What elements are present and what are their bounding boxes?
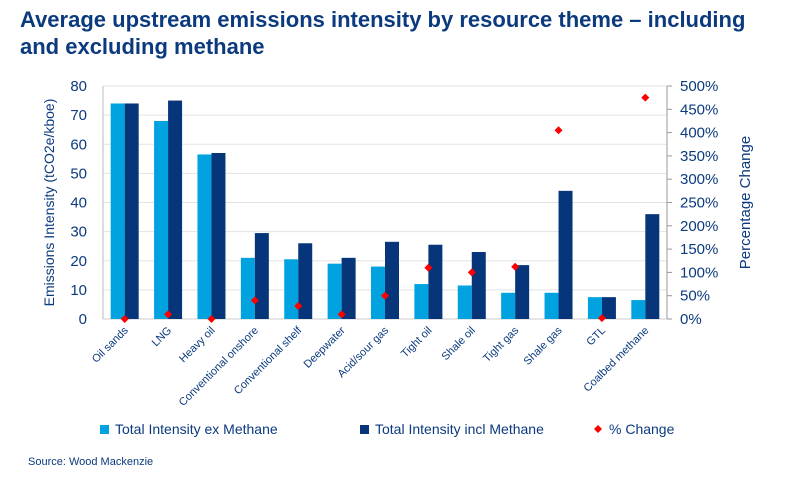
- y-tick-label: 80: [70, 78, 87, 95]
- y-tick-label: 20: [70, 253, 87, 270]
- bar-incl-methane: [558, 190, 573, 319]
- bar-ex-methane: [197, 154, 212, 319]
- bar-ex-methane: [154, 120, 169, 319]
- x-tick-label: Tight oil: [399, 325, 434, 360]
- x-tick-label: Heavy oil: [177, 325, 217, 365]
- x-tick-label: GTL: [584, 325, 608, 349]
- bar-ex-methane: [327, 263, 342, 319]
- y2-tick-label: 100%: [680, 264, 718, 281]
- y-tick-label: 10: [70, 282, 87, 299]
- bar-ex-methane: [371, 266, 385, 319]
- bar-incl-methane: [124, 103, 139, 319]
- y2-tick-label: 500%: [680, 78, 718, 95]
- x-tick-label: Oil sands: [90, 324, 131, 365]
- x-tick-label: Conventional onshore: [177, 325, 261, 409]
- y-tick-label: 50: [70, 165, 87, 182]
- bar-incl-methane: [428, 244, 443, 319]
- pct-change-point: [207, 315, 216, 323]
- y-tick-label: 40: [70, 195, 87, 212]
- legend-label: Total Intensity ex Methane: [115, 421, 278, 437]
- y2-tick-label: 200%: [680, 218, 718, 235]
- bar-ex-methane: [631, 300, 646, 319]
- source-note: Source: Wood Mackenzie: [28, 456, 154, 468]
- y-axis-title: Emissions Intensity (tCO2e/kboe): [41, 99, 57, 307]
- y2-tick-label: 300%: [680, 171, 718, 188]
- bar-ex-methane: [587, 297, 602, 319]
- pct-change-point: [337, 310, 346, 319]
- x-tick-label: Shale oil: [440, 325, 478, 363]
- chart-title: Average upstream emissions intensity by …: [20, 7, 746, 59]
- pct-change-point: [424, 263, 433, 272]
- y2-tick-label: 0%: [680, 311, 702, 328]
- y2-tick-label: 50%: [680, 288, 710, 305]
- bar-incl-methane: [211, 152, 226, 319]
- legend-marker: [594, 425, 602, 433]
- legend-marker: [100, 425, 109, 434]
- pct-change-point: [294, 301, 303, 310]
- legend-label: Total Intensity incl Methane: [375, 421, 544, 437]
- y-tick-label: 70: [70, 107, 87, 124]
- pct-change-point: [641, 93, 650, 102]
- pct-change-point: [250, 296, 259, 305]
- bar-incl-methane: [298, 243, 313, 319]
- y-tick-label: 30: [70, 224, 87, 241]
- y2-tick-label: 250%: [680, 195, 718, 212]
- bar-ex-methane: [457, 285, 472, 319]
- pct-change-point: [120, 315, 129, 323]
- bar-ex-methane: [110, 103, 125, 319]
- y2-tick-label: 150%: [680, 241, 718, 258]
- pct-change-point: [597, 314, 606, 323]
- pct-change-point: [554, 126, 563, 135]
- bar-incl-methane: [515, 265, 530, 319]
- y-tick-label: 60: [70, 136, 87, 153]
- y2-tick-label: 450%: [680, 101, 718, 118]
- bar-incl-methane: [385, 241, 399, 319]
- y-tick-label: 0: [79, 311, 87, 328]
- bar-ex-methane: [414, 284, 429, 319]
- bar-incl-methane: [168, 100, 183, 319]
- pct-change-point: [164, 310, 173, 319]
- y2-tick-label: 400%: [680, 125, 718, 142]
- bar-ex-methane: [544, 292, 559, 319]
- x-tick-label: LNG: [150, 325, 174, 349]
- bar-ex-methane: [240, 257, 255, 319]
- pct-change-point: [381, 291, 389, 300]
- bar-incl-methane: [601, 297, 616, 319]
- bar-incl-methane: [645, 214, 660, 319]
- bar-incl-methane: [471, 252, 486, 319]
- x-tick-label: Deepwater: [302, 324, 348, 370]
- pct-change-point: [511, 262, 520, 271]
- y2-axis-title: Percentage Change: [737, 136, 754, 269]
- pct-change-point: [467, 268, 476, 277]
- bar-incl-methane: [254, 233, 269, 319]
- bar-ex-methane: [284, 259, 299, 319]
- bar-incl-methane: [341, 257, 356, 319]
- x-tick-label: Shale gas: [522, 324, 565, 367]
- legend-label: % Change: [609, 421, 675, 437]
- legend-marker: [360, 425, 369, 434]
- y2-tick-label: 350%: [680, 148, 718, 165]
- x-tick-label: Tight gas: [481, 324, 522, 365]
- bar-ex-methane: [501, 292, 516, 319]
